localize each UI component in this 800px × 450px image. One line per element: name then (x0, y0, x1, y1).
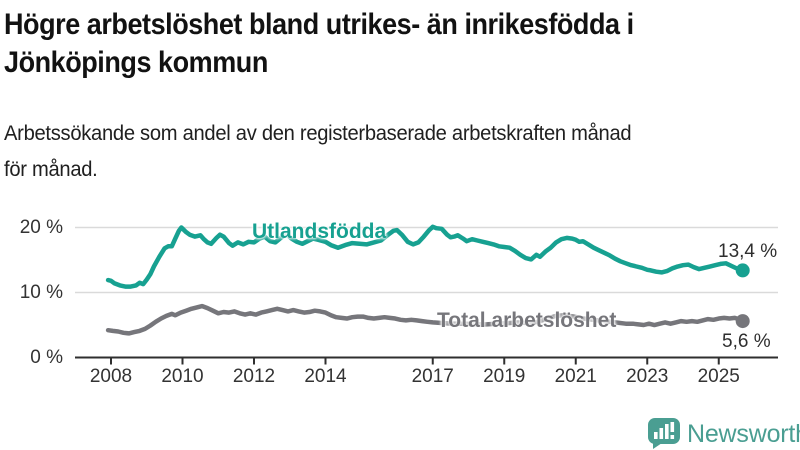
x-tick-label-2008: 2008 (89, 366, 133, 387)
x-tick-label-2025: 2025 (697, 366, 740, 387)
subtitle-line-2: för månad. (4, 158, 98, 181)
chart-subtitle: Arbetssökande som andel av den registerb… (4, 116, 632, 188)
x-tick-label-2017: 2017 (411, 366, 454, 387)
title-line-1: Högre arbetslöshet bland utrikes- än inr… (4, 8, 634, 41)
y-tick-label-0: 0 % (30, 346, 63, 368)
end-dot-series-1 (735, 314, 750, 329)
x-tick-label-2021: 2021 (554, 366, 597, 387)
brand-name: Newsworthy (687, 420, 800, 448)
page-title: Högre arbetslöshet bland utrikes- än inr… (4, 6, 634, 82)
subtitle-line-1: Arbetssökande som andel av den registerb… (4, 122, 632, 145)
series-label-utlandsfodda: Utlandsfödda (252, 220, 387, 243)
x-tick-label-2010: 2010 (161, 366, 204, 387)
x-tick-label-2014: 2014 (304, 366, 347, 387)
end-value-utlandsfodda: 13,4 % (718, 241, 778, 262)
newsworthy-logo-icon (648, 418, 680, 449)
end-value-total-arbetsloshet: 5,6 % (722, 331, 771, 352)
chart-line-series-0 (105, 224, 745, 289)
y-tick-label-20: 20 % (19, 216, 63, 238)
series-label-total-arbetsloshet: Total arbetslöshet (437, 309, 617, 332)
y-tick-label-10: 10 % (19, 281, 63, 303)
x-tick-label-2012: 2012 (232, 366, 276, 387)
x-tick-label-2023: 2023 (626, 366, 669, 387)
title-line-2: Jönköpings kommun (4, 46, 268, 79)
x-tick-label-2019: 2019 (483, 366, 526, 387)
end-dot-series-0 (735, 263, 750, 278)
chart-line-series-1 (105, 303, 745, 336)
